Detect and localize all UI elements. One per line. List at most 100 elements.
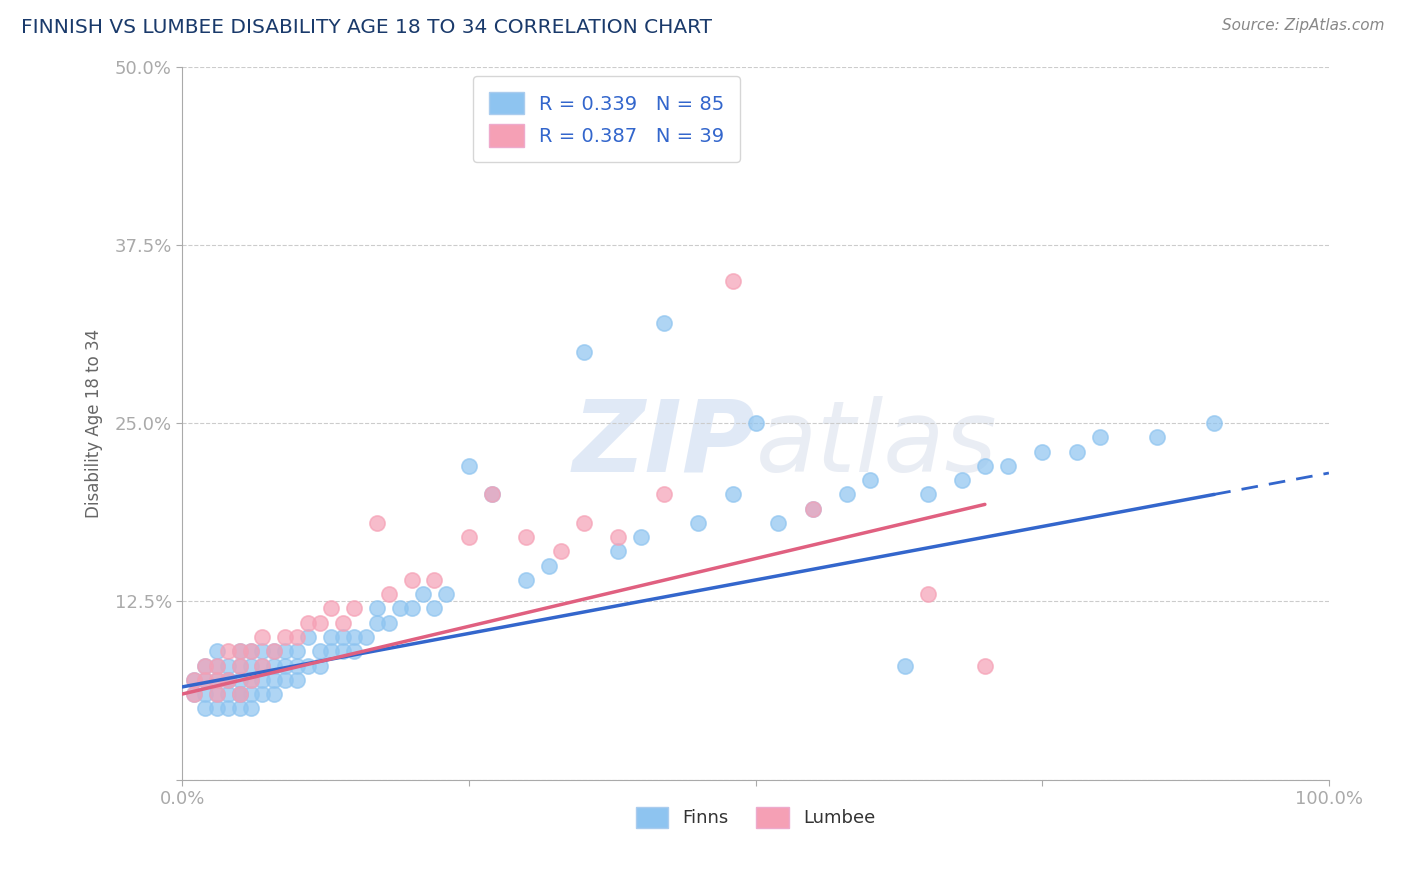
Point [332, 630, 354, 644]
Point [217, 673, 239, 687]
Point [308, 644, 330, 658]
Point [285, 658, 308, 673]
Point [263, 644, 285, 658]
Point [285, 630, 308, 644]
Point [240, 673, 263, 687]
Point [205, 687, 228, 701]
Point [263, 673, 285, 687]
Point [354, 630, 377, 644]
Point [228, 673, 250, 687]
Point [217, 644, 239, 658]
Point [973, 658, 995, 673]
Point [389, 601, 412, 615]
Point [194, 673, 217, 687]
Point [285, 644, 308, 658]
Point [274, 673, 297, 687]
Point [457, 530, 479, 544]
Point [274, 658, 297, 673]
Point [572, 516, 595, 530]
Point [401, 573, 423, 587]
Point [205, 687, 228, 701]
Point [768, 516, 790, 530]
Point [240, 673, 263, 687]
Legend: Finns, Lumbee: Finns, Lumbee [628, 799, 883, 835]
Point [217, 687, 239, 701]
Point [194, 701, 217, 715]
Point [434, 587, 457, 601]
Point [252, 630, 274, 644]
Point [252, 658, 274, 673]
Point [332, 644, 354, 658]
Point [183, 687, 205, 701]
Point [240, 658, 263, 673]
Point [205, 673, 228, 687]
Point [228, 658, 250, 673]
Point [515, 573, 537, 587]
Point [217, 673, 239, 687]
Point [263, 644, 285, 658]
Point [332, 615, 354, 630]
Point [607, 544, 630, 558]
Point [297, 658, 319, 673]
Point [721, 273, 744, 287]
Point [1088, 430, 1111, 444]
Point [859, 473, 882, 487]
Point [263, 658, 285, 673]
Text: ZIP: ZIP [572, 396, 755, 493]
Point [252, 673, 274, 687]
Point [228, 701, 250, 715]
Point [538, 558, 561, 573]
Point [366, 516, 388, 530]
Point [481, 487, 503, 501]
Point [721, 487, 744, 501]
Point [297, 615, 319, 630]
Point [228, 644, 250, 658]
Point [252, 658, 274, 673]
Point [285, 673, 308, 687]
Point [688, 516, 710, 530]
Point [228, 687, 250, 701]
Point [652, 316, 675, 330]
Point [183, 673, 205, 687]
Point [973, 458, 995, 473]
Point [194, 687, 217, 701]
Point [997, 458, 1019, 473]
Point [194, 658, 217, 673]
Text: atlas: atlas [755, 396, 997, 493]
Point [366, 601, 388, 615]
Point [343, 630, 366, 644]
Point [205, 673, 228, 687]
Point [917, 587, 939, 601]
Point [481, 487, 503, 501]
Point [917, 487, 939, 501]
Point [183, 687, 205, 701]
Point [1031, 444, 1053, 458]
Point [263, 687, 285, 701]
Point [1204, 416, 1226, 430]
Point [183, 673, 205, 687]
Point [252, 644, 274, 658]
Point [744, 416, 766, 430]
Point [217, 673, 239, 687]
Point [343, 601, 366, 615]
Point [228, 658, 250, 673]
Point [630, 530, 652, 544]
Point [194, 673, 217, 687]
Point [217, 658, 239, 673]
Point [217, 701, 239, 715]
Point [401, 601, 423, 615]
Point [652, 487, 675, 501]
Point [228, 687, 250, 701]
Point [205, 644, 228, 658]
Point [297, 630, 319, 644]
Point [228, 687, 250, 701]
Point [274, 630, 297, 644]
Point [252, 687, 274, 701]
Point [321, 601, 343, 615]
Point [343, 644, 366, 658]
Point [607, 530, 630, 544]
Text: FINNISH VS LUMBEE DISABILITY AGE 18 TO 34 CORRELATION CHART: FINNISH VS LUMBEE DISABILITY AGE 18 TO 3… [21, 18, 711, 37]
Point [377, 587, 399, 601]
Text: Source: ZipAtlas.com: Source: ZipAtlas.com [1222, 18, 1385, 33]
Point [321, 644, 343, 658]
